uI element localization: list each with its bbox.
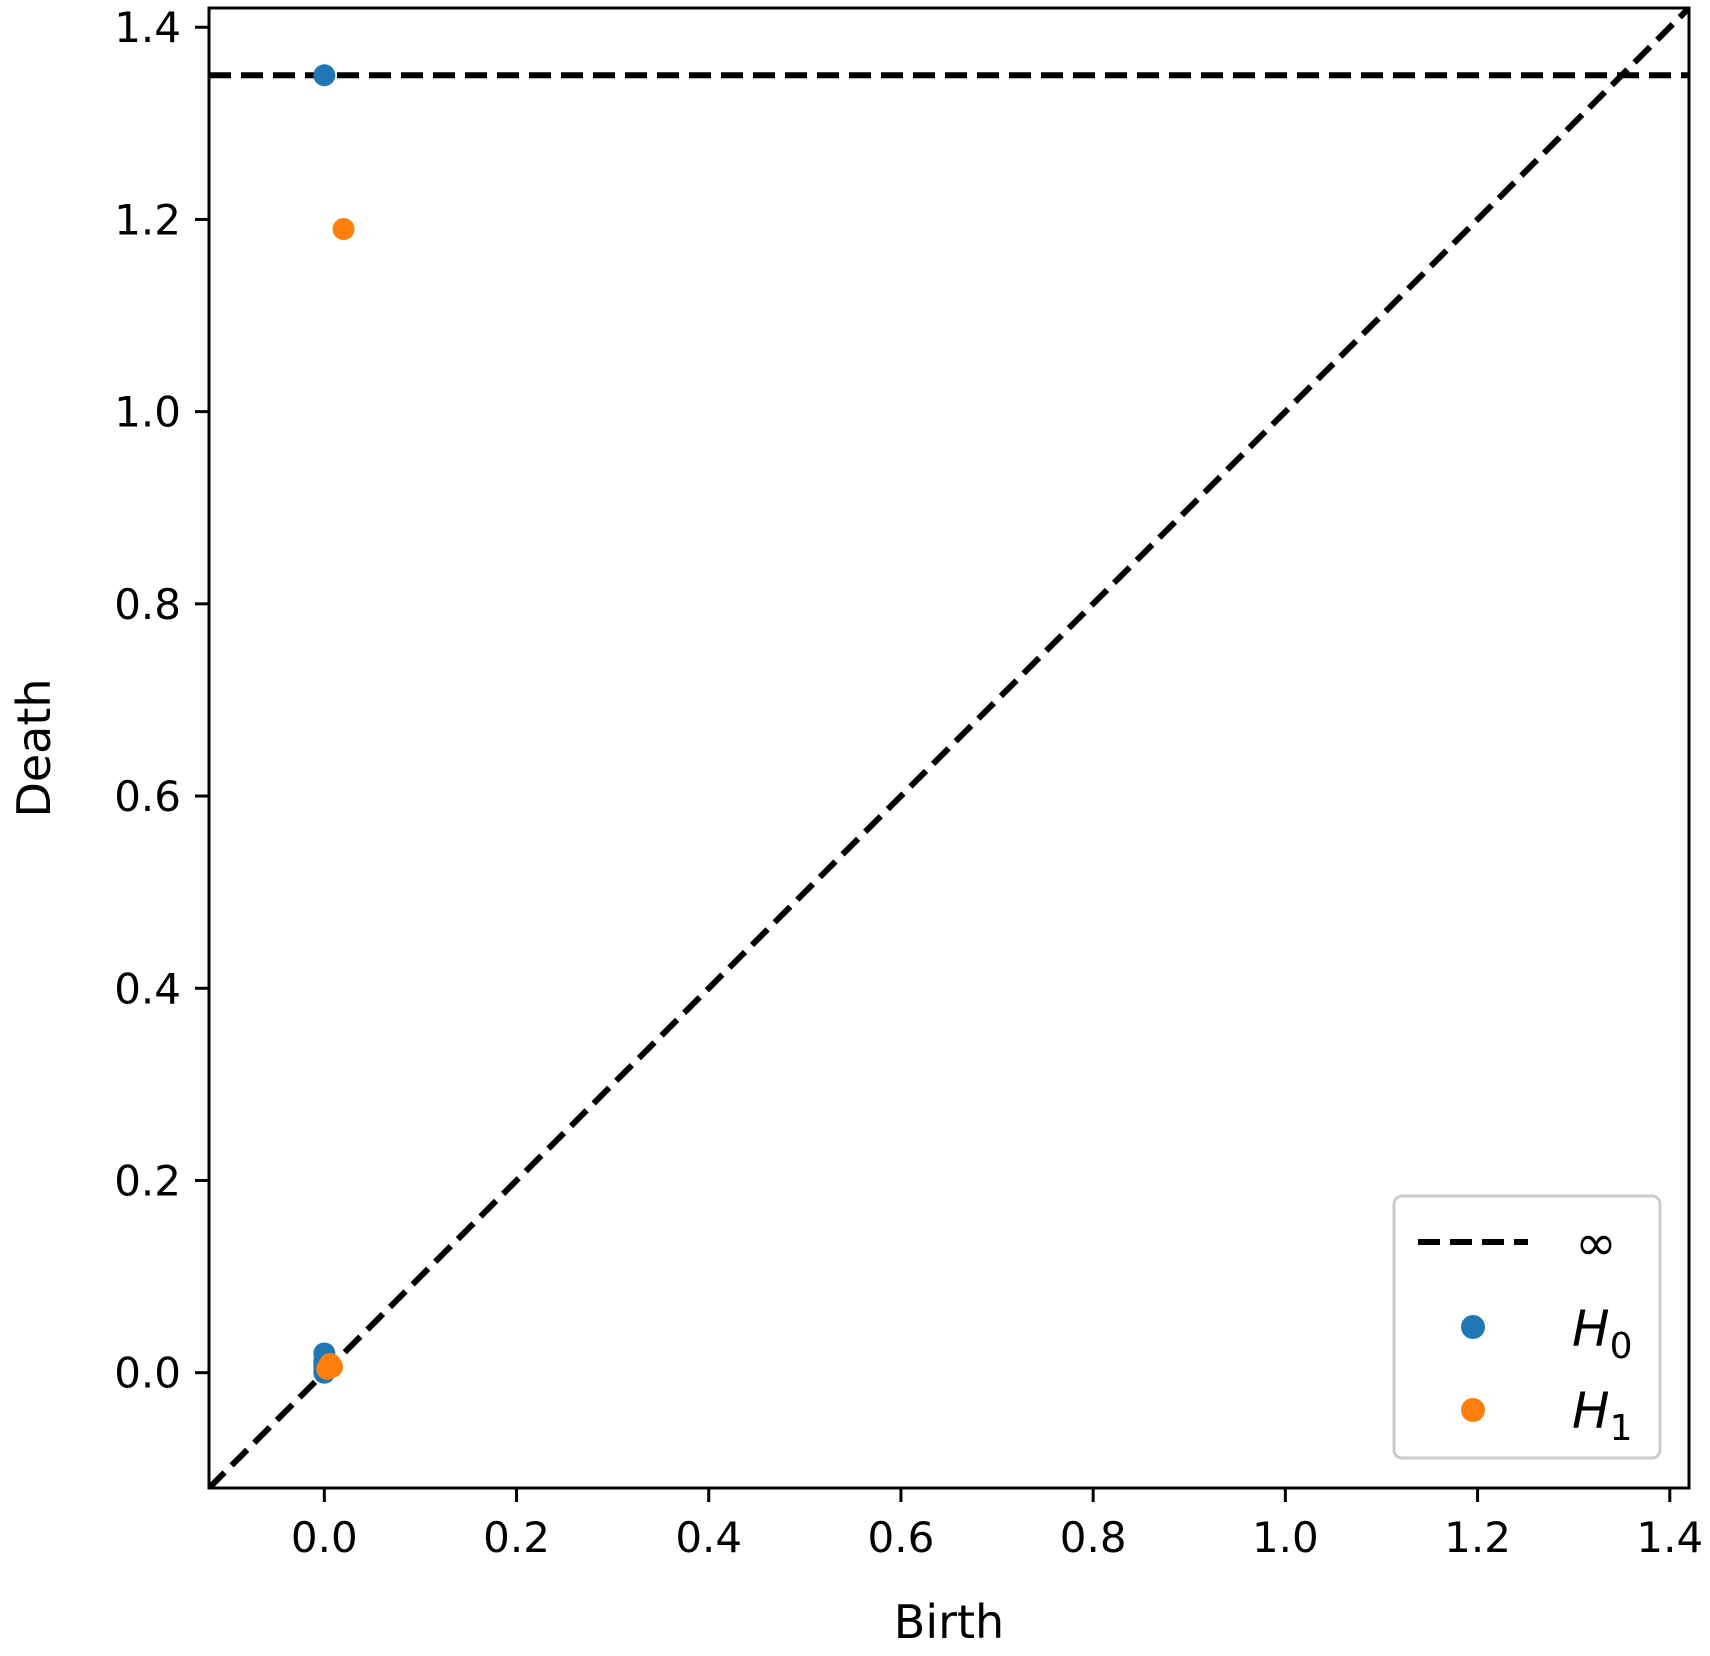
y-tick-label: 1.2 [114, 195, 181, 244]
x-tick-label: 0.0 [291, 1513, 358, 1562]
x-tick-label: 0.8 [1060, 1513, 1127, 1562]
y-tick-label: 0.4 [114, 964, 181, 1013]
legend-h0-name: H [1572, 1300, 1610, 1358]
legend-h0-marker [1461, 1315, 1485, 1339]
legend-h0-subscript: 0 [1610, 1326, 1633, 1367]
plot-frame [207, 6, 1691, 1490]
legend-h0-label: H0 [1572, 1300, 1633, 1367]
y-tick-label: 0.6 [114, 772, 181, 821]
y-tick-label: 0.2 [114, 1156, 181, 1205]
y-axis-label: Death [7, 678, 61, 817]
h1-point [321, 1355, 344, 1378]
x-tick-label: 1.0 [1252, 1513, 1319, 1562]
legend: ∞ H0 H1 [1392, 1194, 1662, 1460]
y-tick-label: 0.8 [114, 580, 181, 629]
x-tick-label: 0.2 [483, 1513, 550, 1562]
h1-point [332, 218, 355, 241]
x-tick-label: 1.2 [1444, 1513, 1511, 1562]
h0-point [313, 64, 336, 87]
x-tick-label: 0.4 [675, 1513, 742, 1562]
x-tick-label: 0.6 [868, 1513, 935, 1562]
y-tick-label: 1.4 [114, 3, 181, 52]
plot-area [209, 8, 1689, 1488]
legend-h1-name: H [1572, 1382, 1610, 1440]
legend-frame [1392, 1194, 1662, 1460]
x-axis-ticks: 0.0 0.2 0.4 0.6 0.8 1.0 1.2 1.4 [291, 1488, 1703, 1562]
x-axis-label: Birth [894, 1595, 1004, 1649]
legend-h1-marker [1461, 1398, 1485, 1422]
legend-h1-label: H1 [1572, 1382, 1633, 1449]
y-tick-label: 0.0 [114, 1349, 181, 1398]
legend-infinity-label: ∞ [1575, 1214, 1617, 1272]
x-tick-label: 1.4 [1636, 1513, 1703, 1562]
y-axis-ticks: 0.0 0.2 0.4 0.6 0.8 1.0 1.2 1.4 [114, 3, 209, 1398]
diagonal-line [209, 8, 1689, 1488]
y-tick-label: 1.0 [114, 388, 181, 437]
legend-h1-subscript: 1 [1610, 1408, 1633, 1449]
